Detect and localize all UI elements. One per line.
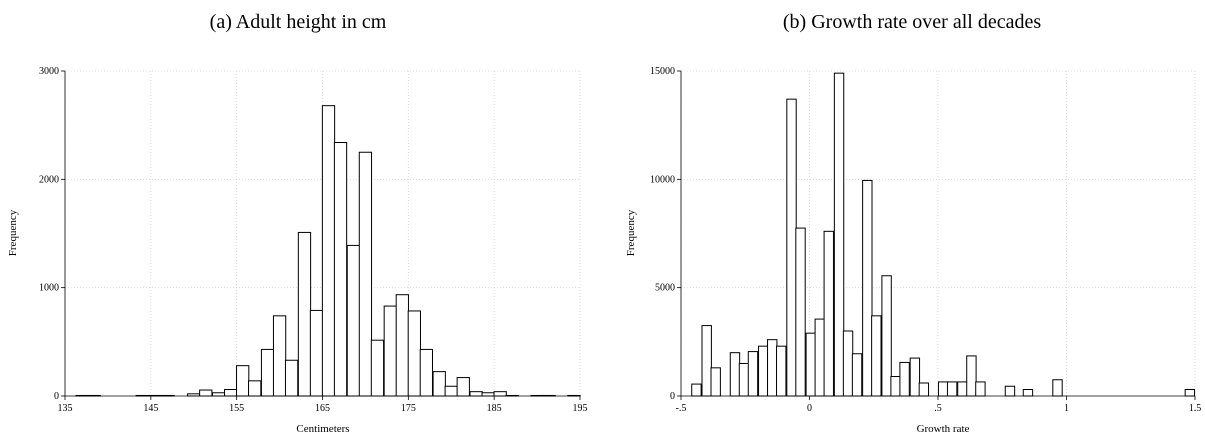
y-tick-label: 0: [670, 391, 675, 402]
y-tick-label: 1000: [39, 283, 59, 294]
histogram-bar: [701, 325, 712, 397]
histogram-bar: [710, 367, 721, 397]
histogram-bar: [284, 359, 299, 397]
histogram-bar: [851, 353, 863, 397]
histogram-bar: [871, 315, 882, 397]
histogram-bar: [899, 361, 910, 397]
histogram-bar: [358, 151, 373, 397]
histogram-bar: [814, 318, 825, 397]
histogram-bar: [758, 345, 769, 397]
x-tick-label: 0: [807, 403, 812, 414]
histogram-bar: [469, 391, 483, 397]
panel-a-x-axis-label: Centimeters: [296, 423, 349, 435]
histogram-bar: [833, 72, 845, 397]
histogram-bar: [1022, 389, 1034, 397]
x-tick-label: 165: [315, 403, 330, 414]
histogram-bar: [333, 142, 348, 397]
x-tick-label: 155: [229, 403, 244, 414]
panel-a-y-axis-label: Frequency: [7, 209, 19, 256]
histogram-bar: [795, 227, 806, 397]
histogram-bar: [236, 365, 250, 397]
panel-a-title: (a) Adult height in cm: [210, 11, 387, 33]
panel-adult-height: (a) Adult height in cm Frequency Centime…: [7, 11, 588, 435]
y-tick-label: 10000: [650, 174, 675, 185]
histogram-bar: [395, 294, 409, 397]
x-tick-label: 145: [143, 403, 158, 414]
histogram-bar: [212, 392, 226, 397]
panel-b-y-axis-label: Frequency: [625, 209, 637, 256]
histogram-bar: [370, 339, 385, 397]
histogram-bar: [842, 330, 854, 397]
histogram-bar: [881, 275, 892, 397]
panel-b-x-axis-label: Growth rate: [917, 423, 970, 435]
y-tick-label: 15000: [650, 66, 675, 77]
x-tick-label: 175: [401, 403, 416, 414]
y-tick-label: 3000: [39, 66, 59, 77]
x-tick-label: .5: [934, 403, 942, 414]
histogram-bar: [805, 332, 816, 397]
histogram-bar: [747, 351, 759, 397]
y-tick-label: 2000: [39, 174, 59, 185]
histogram-bar: [456, 377, 470, 397]
x-tick-label: 195: [573, 403, 588, 414]
histogram-bar: [309, 309, 324, 397]
histogram-bar: [776, 345, 787, 397]
panel-b-title: (b) Growth rate over all decades: [783, 11, 1041, 33]
histogram-bar: [272, 315, 287, 397]
histogram-bar: [946, 381, 958, 397]
panel-growth-rate: (b) Growth rate over all decades Frequen…: [625, 11, 1201, 435]
histogram-bar: [918, 382, 930, 397]
histogram-bar: [691, 383, 702, 397]
histogram-bar: [419, 348, 433, 397]
histogram-bar: [975, 381, 986, 397]
histogram-bar: [407, 310, 421, 397]
x-tick-label: 1: [1064, 403, 1069, 414]
histogram-bar: [786, 98, 797, 397]
histogram-bar: [890, 376, 901, 397]
y-tick-label: 5000: [655, 283, 675, 294]
histogram-bar: [297, 231, 312, 397]
histogram-bar: [346, 244, 361, 397]
histogram-bar: [493, 391, 507, 397]
histogram-bar: [260, 348, 275, 397]
x-tick-label: -.5: [676, 403, 687, 414]
histogram-bar: [862, 179, 873, 397]
histogram-bar: [767, 339, 778, 397]
histogram-bar: [321, 105, 336, 397]
histogram-bar: [383, 305, 397, 397]
histogram-bar: [432, 371, 446, 397]
histogram-bar: [738, 363, 750, 397]
histogram-bar: [966, 355, 977, 397]
histogram-bar: [729, 352, 741, 397]
histogram-bar: [937, 381, 949, 397]
y-tick-label: 0: [54, 391, 59, 402]
histogram-bar: [1052, 379, 1063, 397]
histogram-bar: [224, 389, 238, 397]
x-tick-label: 1.5: [1189, 403, 1202, 414]
histogram-bar: [823, 230, 834, 397]
histogram-bar: [444, 385, 458, 397]
histogram-bar: [909, 357, 921, 397]
x-tick-label: 135: [58, 403, 73, 414]
histogram-bar: [248, 380, 262, 397]
histogram-bar: [957, 381, 968, 397]
x-tick-label: 185: [487, 403, 502, 414]
histogram-bar: [199, 389, 213, 397]
histogram-bar: [1184, 389, 1196, 397]
histogram-bar: [1004, 385, 1016, 397]
histogram-bar: [481, 392, 495, 397]
